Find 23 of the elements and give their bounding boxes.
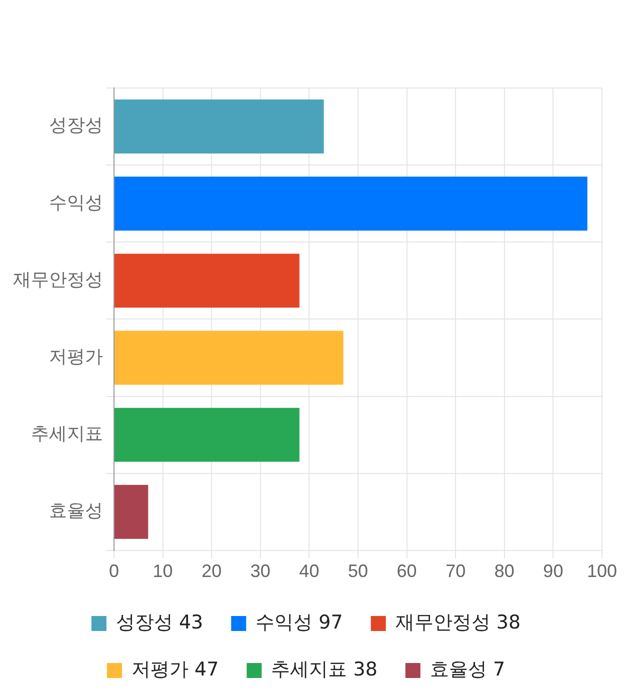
x-tick-label: 100: [586, 561, 618, 582]
x-tick-label: 40: [299, 561, 320, 582]
y-tick-label: 수익성: [49, 192, 103, 214]
y-tick-label: 추세지표: [31, 423, 103, 444]
x-tick-label: 0: [108, 561, 120, 582]
x-tick-label: 20: [202, 561, 222, 582]
x-tick-label: 30: [250, 561, 270, 582]
x-tick-label: 80: [494, 561, 514, 582]
legend-label: 재무안정성 38: [395, 611, 521, 634]
y-tick-label: 성장성: [49, 115, 103, 136]
y-tick-label: 저평가: [49, 346, 103, 368]
x-tick-label: 90: [543, 561, 564, 582]
legend-label: 저평가 47: [131, 658, 219, 680]
x-tick-label: 10: [152, 561, 173, 582]
y-tick-label: 효율성: [49, 500, 103, 522]
legend-label: 성장성 43: [116, 611, 204, 634]
legend-label: 추세지표 38: [271, 658, 378, 680]
x-tick-label: 60: [396, 561, 417, 582]
x-tick-label: 70: [446, 561, 466, 582]
legend-label: 효율성 7: [430, 658, 506, 680]
x-tick-label: 50: [348, 561, 368, 582]
legend-label: 수익성 97: [256, 611, 343, 634]
y-tick-label: 재무안정성: [13, 269, 103, 290]
